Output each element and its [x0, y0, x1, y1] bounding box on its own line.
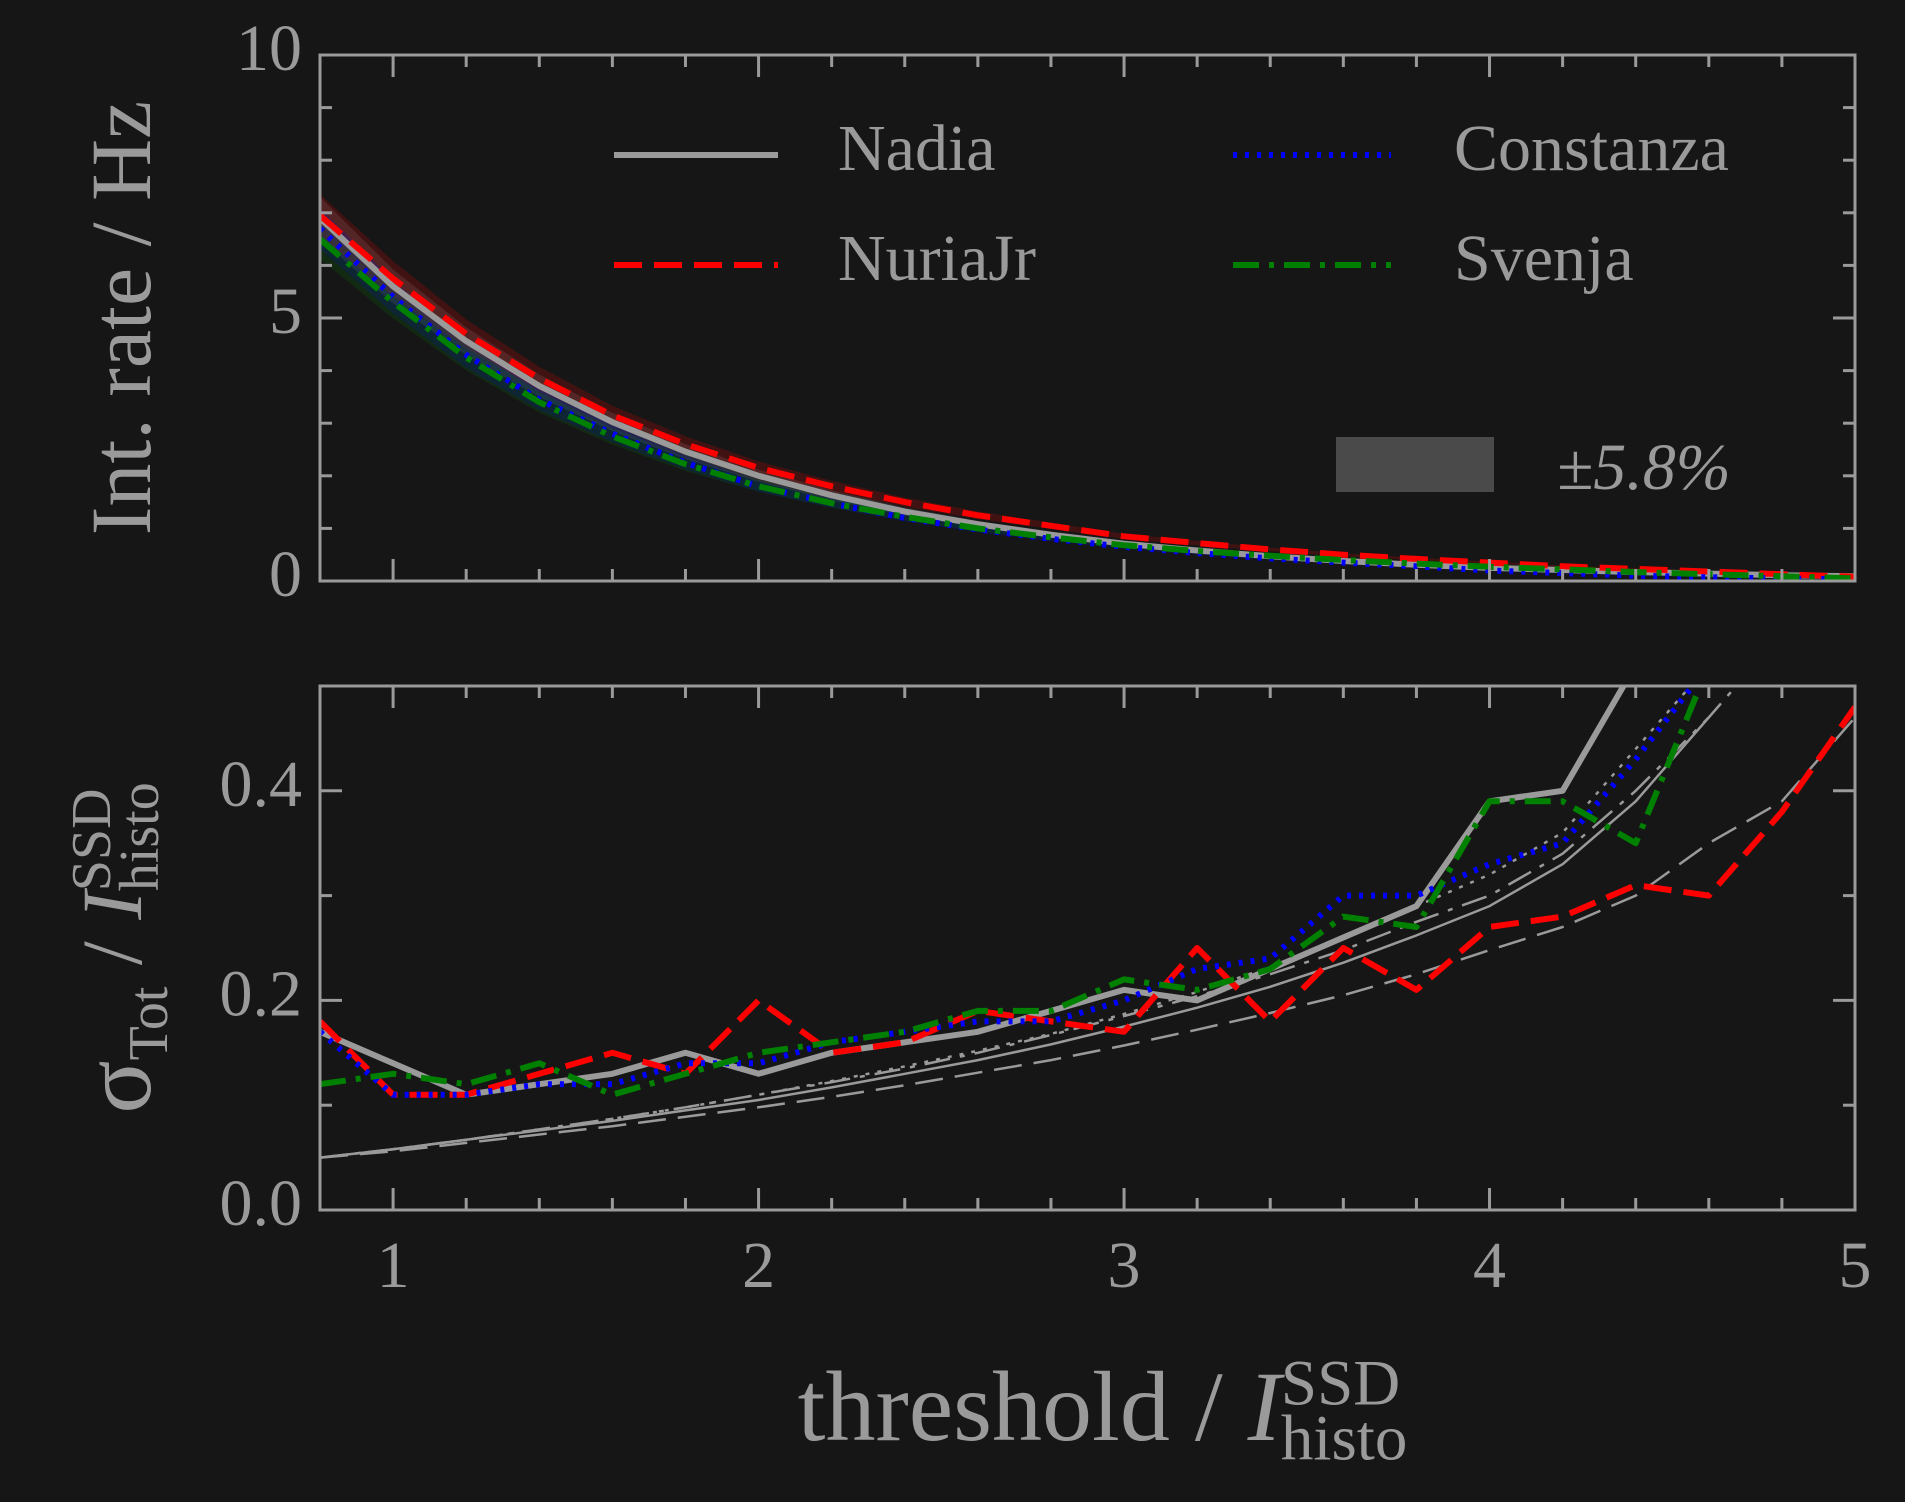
- series-line: [320, 686, 1704, 1098]
- y-tick-label: 0.4: [220, 748, 303, 821]
- x-tick-label: 2: [742, 1229, 775, 1302]
- x-axis-label-part: SSD: [1281, 1347, 1400, 1419]
- x-axis-label-part: I: [1247, 1351, 1286, 1462]
- series-line: [320, 215, 1855, 580]
- y-axis-label-part: SSD: [61, 789, 123, 892]
- legend-label: Svenja: [1454, 222, 1634, 295]
- plot-frame: [318, 684, 1857, 1212]
- series-line: [320, 716, 1855, 1159]
- x-tick-label: 1: [377, 1229, 410, 1302]
- y-axis-label-part: histo: [109, 782, 171, 891]
- series-line: [320, 705, 1855, 1098]
- y-tick-label: 5: [269, 275, 302, 348]
- y-axis-label-part: I: [64, 888, 160, 921]
- y-axis-label: σTot / IhistoSSD: [61, 782, 180, 1113]
- plot-area: [320, 686, 1855, 1159]
- legend-label: NuriaJr: [838, 222, 1036, 295]
- series-line: [320, 686, 1697, 1098]
- series-line: [320, 236, 1855, 581]
- x-tick-label: 3: [1108, 1229, 1141, 1302]
- y-axis-label: Int. rate / Hz: [73, 101, 169, 536]
- series-line: [320, 716, 1710, 1159]
- x-axis-label-part: threshold /: [798, 1351, 1248, 1462]
- legend-label: Constanza: [1454, 112, 1729, 185]
- y-axis-label-part: Tot: [118, 986, 180, 1060]
- x-tick-label: 5: [1839, 1229, 1872, 1302]
- x-tick-label: 4: [1473, 1229, 1506, 1302]
- legend-band-swatch: [1336, 437, 1494, 492]
- series-line: [320, 686, 1627, 1098]
- y-tick-label: 0.0: [220, 1167, 303, 1240]
- y-tick-label: 0.2: [220, 958, 303, 1031]
- series-line: [320, 213, 1855, 580]
- x-axis-label: threshold / IhistoSSD: [798, 1347, 1408, 1474]
- y-axis-label-part: /: [64, 920, 160, 987]
- series-line: [320, 686, 1738, 1159]
- band-label: ±5.8%: [1557, 431, 1731, 504]
- y-axis-label-part: σ: [63, 1060, 172, 1113]
- legend-label: Nadia: [838, 112, 996, 185]
- y-tick-label: 0: [269, 538, 302, 611]
- plot-area: [320, 194, 1855, 581]
- y-tick-label: 10: [236, 12, 302, 85]
- x-axis-label-part: histo: [1281, 1403, 1407, 1475]
